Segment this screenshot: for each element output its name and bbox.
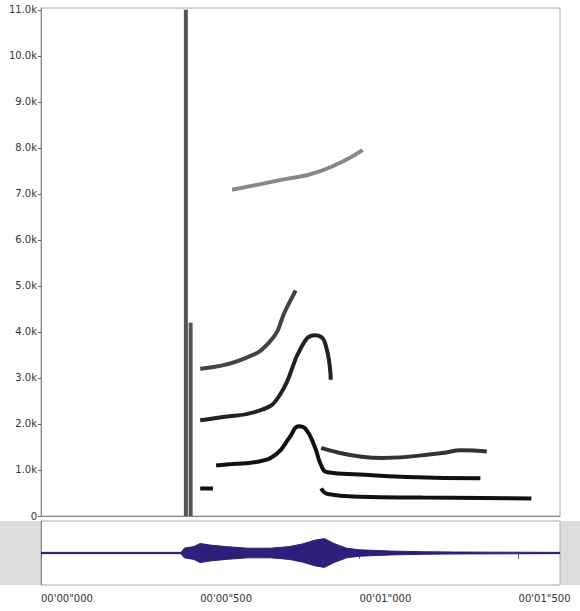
svg-text:00'00"000: 00'00"000 [41,593,93,604]
svg-text:2.0k: 2.0k [15,418,37,429]
svg-text:00'01"500: 00'01"500 [519,593,571,604]
svg-text:11.0k: 11.0k [9,4,37,15]
svg-text:00'00"500: 00'00"500 [200,593,252,604]
svg-text:4.0k: 4.0k [15,326,37,337]
svg-text:9.0k: 9.0k [15,96,37,107]
svg-text:8.0k: 8.0k [15,142,37,153]
svg-text:1.0k: 1.0k [15,464,37,475]
svg-text:3.0k: 3.0k [15,372,37,383]
svg-text:0: 0 [31,511,37,522]
svg-text:5.0k: 5.0k [15,280,37,291]
svg-text:6.0k: 6.0k [15,234,37,245]
svg-text:00'01"000: 00'01"000 [359,593,411,604]
svg-text:7.0k: 7.0k [15,188,37,199]
svg-text:10.0k: 10.0k [9,50,37,61]
